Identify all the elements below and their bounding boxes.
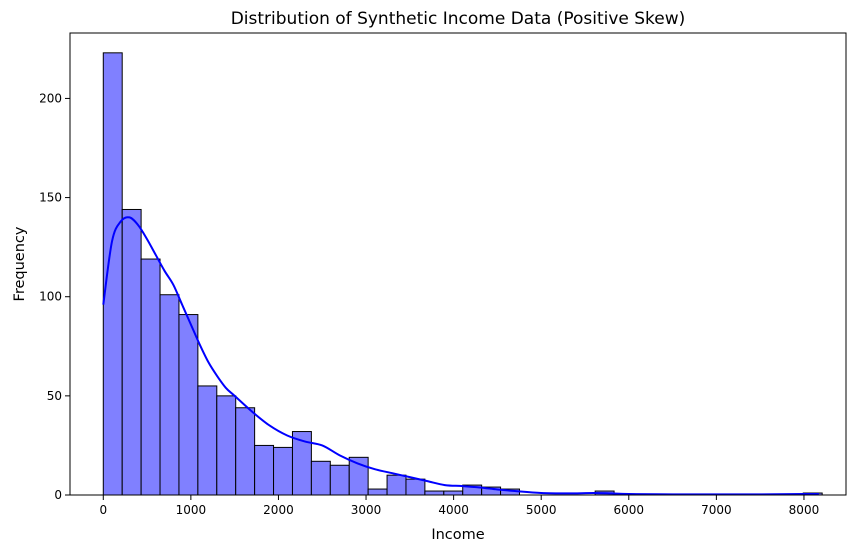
y-tick-label: 0 <box>54 488 62 502</box>
histogram-bar <box>140 258 161 496</box>
histogram-bar <box>443 490 464 496</box>
y-tick-label: 50 <box>47 389 62 403</box>
x-tick-label: 7000 <box>701 503 732 517</box>
x-axis-label: Income <box>431 527 484 543</box>
histogram-bar <box>235 407 256 496</box>
histogram-bar <box>102 52 123 496</box>
x-tick-label: 8000 <box>789 503 820 517</box>
x-tick-label: 5000 <box>526 503 557 517</box>
y-tick-label: 200 <box>39 91 62 105</box>
histogram-bars <box>102 52 823 496</box>
y-axis-ticks: 0 50 100 150 200 <box>39 91 70 502</box>
y-tick-label: 100 <box>39 290 62 304</box>
histogram-bar <box>310 460 331 496</box>
histogram-bar <box>178 314 199 496</box>
histogram-bar <box>197 385 218 496</box>
x-tick-label: 0 <box>99 503 107 517</box>
chart-title: Distribution of Synthetic Income Data (P… <box>231 9 686 29</box>
x-tick-label: 1000 <box>176 503 207 517</box>
histogram-bar <box>424 490 445 496</box>
histogram-bar <box>273 446 293 496</box>
histogram-bar <box>216 395 237 496</box>
histogram-bar <box>329 464 350 496</box>
x-tick-label: 2000 <box>263 503 294 517</box>
x-tick-label: 3000 <box>351 503 382 517</box>
x-axis-ticks: 0 1000 2000 3000 4000 5000 6000 7000 8000 <box>99 495 819 517</box>
histogram-bar <box>121 208 142 496</box>
plot-frame <box>69 32 847 496</box>
y-axis-label: Frequency <box>12 226 28 301</box>
kde-curve <box>102 216 819 496</box>
histogram-bar <box>367 488 388 496</box>
histogram-bar <box>405 478 426 496</box>
y-tick-label: 150 <box>39 191 62 205</box>
histogram-bar <box>254 444 275 496</box>
x-tick-label: 4000 <box>438 503 469 517</box>
histogram-bar <box>386 474 407 496</box>
histogram-bar <box>159 294 180 496</box>
x-tick-label: 6000 <box>614 503 645 517</box>
